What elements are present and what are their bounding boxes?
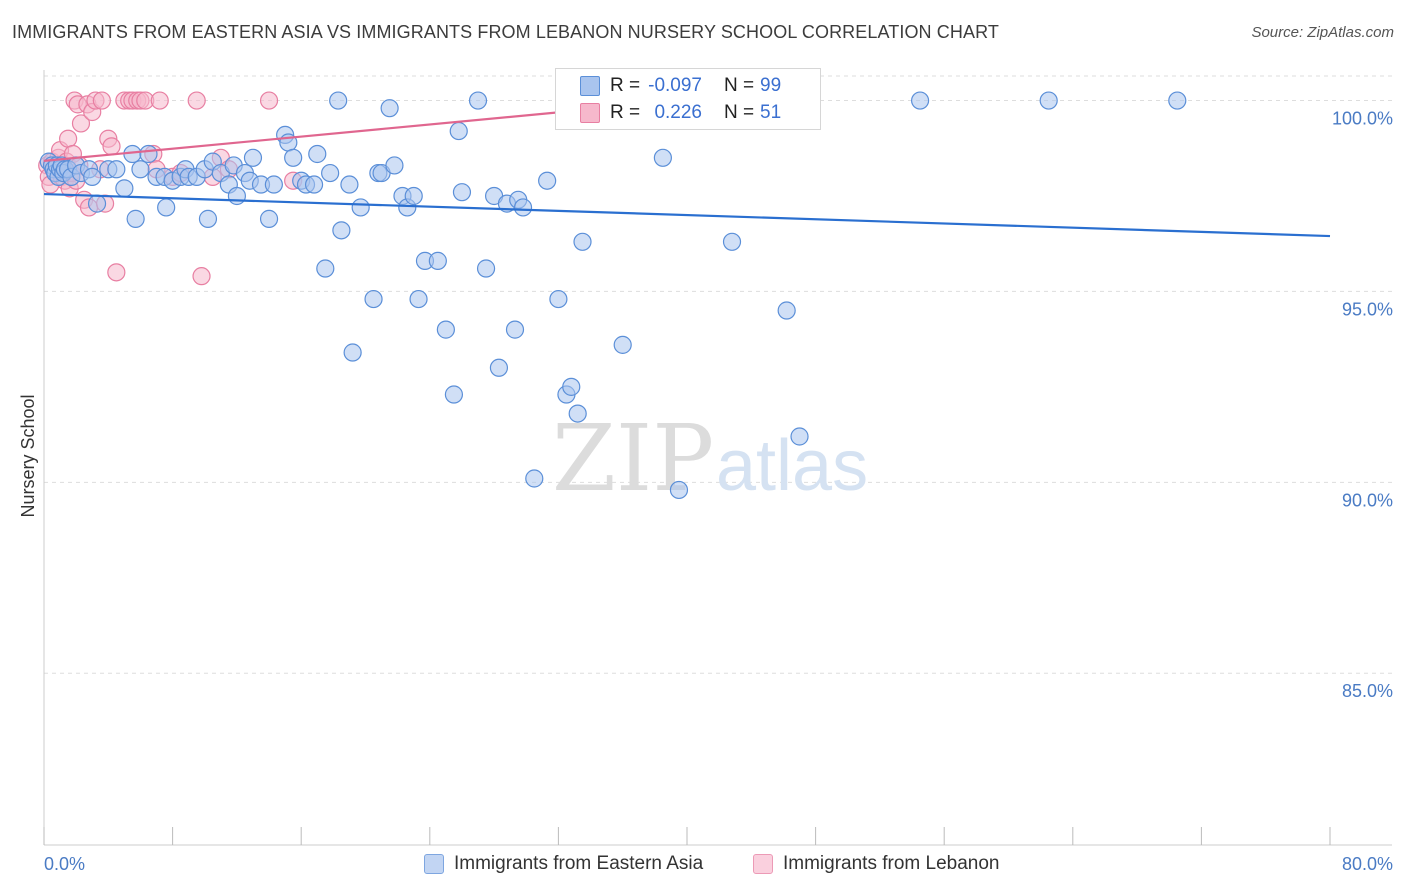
eastern-asia-point: [452, 183, 472, 202]
legend-r-value: -0.097: [648, 75, 702, 96]
source-credit: Source: ZipAtlas.com: [1251, 24, 1394, 41]
legend-r-label: R =: [610, 75, 641, 96]
legend-swatch-pink: [580, 103, 600, 123]
eastern-asia-point: [525, 469, 544, 488]
y-tick-label: 90.0%: [1342, 490, 1393, 510]
lebanon-point: [59, 129, 78, 148]
eastern-asia-point: [131, 160, 150, 179]
x-tick-label-min: 0.0%: [44, 854, 85, 874]
eastern-asia-point: [538, 171, 557, 190]
eastern-asia-point: [428, 251, 447, 270]
eastern-asia-point: [351, 198, 370, 217]
eastern-asia-point: [549, 289, 568, 309]
eastern-asia-point: [573, 232, 592, 251]
eastern-asia-point: [259, 209, 279, 228]
eastern-asia-point: [910, 91, 930, 110]
lebanon-point: [187, 91, 206, 110]
y-tick-label: 85.0%: [1342, 681, 1393, 701]
eastern-asia-point: [126, 209, 145, 228]
eastern-asia-point: [409, 289, 428, 309]
eastern-asia-point: [304, 175, 324, 194]
y-axis-title: Nursery School: [18, 394, 38, 517]
axis-labels: 85.0% 90.0% 95.0% 100.0% 0.0% 80.0%: [44, 109, 1393, 874]
bottom-legend-eastern-asia: Immigrants from Eastern Asia: [424, 852, 703, 876]
eastern-asia-point: [340, 175, 359, 194]
eastern-asia-point: [513, 198, 533, 217]
eastern-asia-point: [87, 194, 107, 213]
axes: [43, 70, 1392, 846]
chart-title: IMMIGRANTS FROM EASTERN ASIA VS IMMIGRAN…: [12, 22, 999, 42]
y-tick-label: 95.0%: [1342, 299, 1393, 319]
eastern-asia-point: [139, 144, 158, 164]
eastern-asia-point: [444, 385, 464, 404]
eastern-asia-point: [227, 186, 246, 206]
eastern-asia-point: [385, 156, 404, 175]
eastern-asia-point: [343, 343, 362, 362]
eastern-asia-point: [722, 232, 742, 251]
lebanon-point: [71, 114, 91, 133]
lebanon-point: [150, 91, 169, 110]
eastern-asia-point: [107, 160, 126, 179]
eastern-asia-point: [449, 121, 468, 141]
trend-lines: [43, 105, 1331, 238]
eastern-asia-point: [1168, 91, 1187, 110]
lebanon-point: [92, 91, 111, 110]
legend-r-label: R =: [610, 102, 641, 123]
eastern-asia-point: [198, 209, 218, 228]
eastern-asia-point: [308, 144, 327, 164]
watermark-zip: ZIP: [552, 405, 714, 512]
lebanon-point: [259, 91, 279, 110]
eastern-asia-point: [321, 163, 340, 183]
zipatlas-watermark: ZIP atlas: [552, 405, 868, 512]
eastern-asia-point: [284, 148, 303, 167]
legend-n-value: 51: [760, 102, 782, 123]
eastern-asia-point: [562, 377, 581, 396]
eastern-asia-point: [329, 91, 348, 110]
eastern-asia-point: [115, 179, 134, 198]
eastern-asia-point: [404, 186, 423, 206]
legend-n-label: N =: [724, 75, 755, 96]
bottom-legend-lebanon: Immigrants from Lebanon: [753, 852, 1000, 876]
y-tick-label: 100.0%: [1332, 109, 1393, 129]
eastern-asia-point: [380, 99, 399, 118]
eastern-asia-point: [316, 259, 335, 278]
legend-r-value: 0.226: [654, 102, 702, 123]
eastern-asia-point: [364, 289, 383, 309]
bottom-legend-swatch-pink: [753, 854, 773, 874]
eastern-asia-trend-line: [43, 192, 1331, 238]
lebanon-point: [102, 137, 121, 156]
eastern-asia-point: [243, 148, 263, 167]
eastern-asia-point: [613, 335, 632, 354]
legend-swatch-blue: [580, 76, 600, 96]
eastern-asia-point: [505, 320, 525, 339]
eastern-asia-point: [568, 404, 587, 423]
legend-n-value: 99: [760, 75, 782, 96]
correlation-legend: R = -0.097 N = 99 R = 0.226 N = 51: [555, 68, 821, 130]
lebanon-point: [107, 263, 126, 282]
eastern-asia-point: [653, 148, 672, 167]
bottom-legend-swatch-blue: [424, 854, 444, 874]
legend-row-lebanon: R = 0.226 N = 51: [580, 101, 781, 125]
eastern-asia-point: [332, 221, 351, 240]
eastern-asia-point: [468, 91, 488, 110]
eastern-asia-point: [790, 427, 809, 446]
legend-row-eastern-asia: R = -0.097 N = 99: [580, 74, 781, 98]
eastern-asia-point: [489, 358, 509, 377]
eastern-asia-point: [83, 167, 102, 186]
eastern-asia-point: [1039, 91, 1058, 110]
eastern-asia-point: [476, 259, 496, 278]
legend-n-label: N =: [724, 102, 755, 123]
x-tick-label-max: 80.0%: [1342, 854, 1393, 874]
bottom-legend-label: Immigrants from Lebanon: [783, 853, 1000, 874]
lebanon-point: [192, 267, 211, 286]
eastern-asia-point: [157, 198, 176, 217]
eastern-asia-point: [436, 320, 455, 339]
bottom-legend-label: Immigrants from Eastern Asia: [454, 853, 704, 874]
eastern-asia-point: [669, 480, 689, 500]
eastern-asia-point: [264, 175, 283, 194]
eastern-asia-point: [777, 301, 796, 320]
lebanon-trend-line: [43, 105, 623, 162]
